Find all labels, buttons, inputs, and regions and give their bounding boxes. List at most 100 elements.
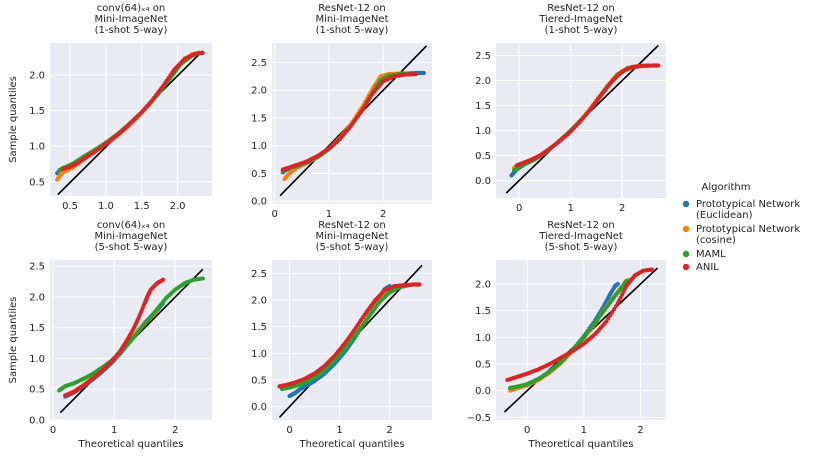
y-tick-label: 2.0: [29, 292, 45, 303]
y-axis-label: Sample quantiles: [8, 297, 19, 384]
subplot-title-line: Tiered-ImageNet: [538, 231, 623, 242]
x-tick-label: 0: [524, 425, 530, 436]
subplot-title-line: Mini-ImageNet: [315, 14, 388, 25]
legend-entry: MAML: [682, 249, 726, 260]
series-anil: [505, 267, 654, 383]
data-point: [200, 50, 205, 56]
y-tick-label: 0.5: [29, 177, 45, 188]
subplot-5: 0 1 2 0.0 0.5 1.0 1.5 2.0 2.5 ResNet-12 onMini-Im…: [251, 220, 432, 450]
subplot-title-line: ResNet-12 on: [547, 220, 614, 231]
subplot-title-line: Tiered-ImageNet: [538, 14, 623, 25]
subplot-3: 0 1 2 0.0 0.5 1.0 1.5 2.0 2.5 ResNet-12 onTiered-…: [475, 3, 666, 214]
y-tick-label: 1.0: [251, 141, 267, 152]
legend-marker: [682, 225, 690, 233]
y-tick-label: 2.0: [251, 86, 267, 97]
legend-entries: Prototypical Network(Euclidean)Prototypi…: [682, 199, 800, 273]
data-point: [417, 282, 422, 287]
gridlines: [496, 260, 666, 420]
y-tick-label: 0.0: [29, 416, 45, 427]
x-tick-label: 0: [286, 425, 292, 436]
x-axis-label: Theoretical quantiles: [77, 439, 183, 450]
subplot-title-line: ResNet-12 on: [318, 220, 385, 231]
gridlines: [50, 260, 212, 421]
x-tick-label: 0: [516, 203, 522, 214]
legend-label: (Euclidean): [696, 210, 753, 221]
data-point: [611, 307, 617, 312]
subplot-title-line: (1-shot 5-way): [95, 25, 168, 36]
x-tick-label: 1: [336, 425, 342, 436]
data-point: [413, 71, 418, 77]
y-tick-label: 0.5: [29, 385, 45, 396]
x-tick-label: 1.5: [134, 201, 150, 212]
x-tick-label: 2: [637, 425, 643, 436]
x-tick-label: 1: [111, 425, 117, 436]
legend-marker: [682, 200, 690, 208]
y-tick-label: 1.0: [29, 354, 45, 365]
y-tick-label: 0.5: [475, 151, 491, 162]
x-tick-label: 2.0: [170, 201, 186, 212]
data-point: [608, 313, 613, 318]
y-tick-label: 0.5: [475, 360, 491, 371]
y-tick-label: 1.5: [29, 106, 45, 117]
subplot-title-line: (5-shot 5-way): [545, 242, 618, 253]
data-point: [160, 277, 166, 282]
y-tick-label: 1.5: [251, 322, 267, 333]
x-axis-label: Theoretical quantiles: [527, 439, 633, 450]
y-tick-label: 2.5: [251, 58, 267, 69]
legend-title: Algorithm: [702, 182, 751, 193]
data-point: [610, 310, 615, 315]
y-tick-label: 0.5: [251, 169, 267, 180]
series-anil: [277, 282, 422, 389]
legend-entry: ANIL: [682, 262, 719, 273]
x-axis-label: Theoretical quantiles: [298, 439, 404, 450]
series-anil: [60, 50, 205, 172]
subplot-title-line: (5-shot 5-way): [316, 242, 389, 253]
data-point: [606, 316, 611, 321]
x-tick-label: 2: [172, 425, 178, 436]
y-tick-label: 2.0: [29, 71, 45, 82]
x-tick-label: 1: [326, 209, 332, 220]
data-point: [656, 63, 661, 68]
x-tick-label: 0.5: [62, 201, 78, 212]
subplot-title-line: conv(64)ₓ₄ on: [97, 3, 165, 14]
series-anil: [280, 71, 418, 172]
subplot-title-line: (5-shot 5-way): [95, 242, 168, 253]
x-tick-label: 1: [581, 425, 587, 436]
legend-entry: Prototypical Network(cosine): [682, 224, 800, 246]
subplot-title-line: Mini-ImageNet: [315, 231, 388, 242]
x-tick-label: 1: [568, 203, 574, 214]
subplot-2: 0 1 2 0.0 0.5 1.0 1.5 2.0 2.5 ResNet-12 onMini-Im…: [251, 3, 432, 220]
y-tick-label: 0.0: [475, 386, 491, 397]
subplot-title-line: (1-shot 5-way): [316, 25, 389, 36]
x-tick-label: 0: [50, 425, 56, 436]
y-tick-label: 1.0: [251, 349, 267, 360]
legend-label: (cosine): [696, 235, 736, 246]
legend-label: MAML: [696, 249, 726, 260]
y-tick-label: 0.5: [251, 376, 267, 387]
subplot-4: 0 1 2 0.0 0.5 1.0 1.5 2.0 2.5 conv(64)ₓ₄ onMini-I…: [8, 220, 212, 450]
data-point: [649, 267, 654, 272]
y-tick-label: −0.5: [467, 413, 491, 424]
x-tick-label: 0: [272, 209, 278, 220]
series-anil: [63, 277, 166, 398]
y-tick-label: 0.0: [251, 402, 267, 413]
legend-label: Prototypical Network: [696, 224, 800, 235]
gridlines: [272, 43, 432, 204]
y-tick-label: 2.5: [475, 51, 491, 62]
data-point: [613, 304, 619, 309]
x-tick-label: 2: [380, 209, 386, 220]
subplot-title-line: conv(64)ₓ₄ on: [97, 220, 165, 231]
legend: Algorithm Prototypical Network(Euclidean…: [682, 182, 800, 273]
data-point: [200, 276, 205, 281]
y-tick-label: 1.0: [475, 333, 491, 344]
subplot-title-line: Mini-ImageNet: [94, 231, 167, 242]
x-tick-label: 2: [619, 203, 625, 214]
y-tick-label: 2.5: [251, 269, 267, 280]
x-tick-label: 1.0: [98, 201, 114, 212]
legend-label: Prototypical Network: [696, 199, 800, 210]
y-tick-label: 1.0: [29, 142, 45, 153]
x-tick-label: 2: [386, 425, 392, 436]
y-tick-label: 1.5: [475, 306, 491, 317]
